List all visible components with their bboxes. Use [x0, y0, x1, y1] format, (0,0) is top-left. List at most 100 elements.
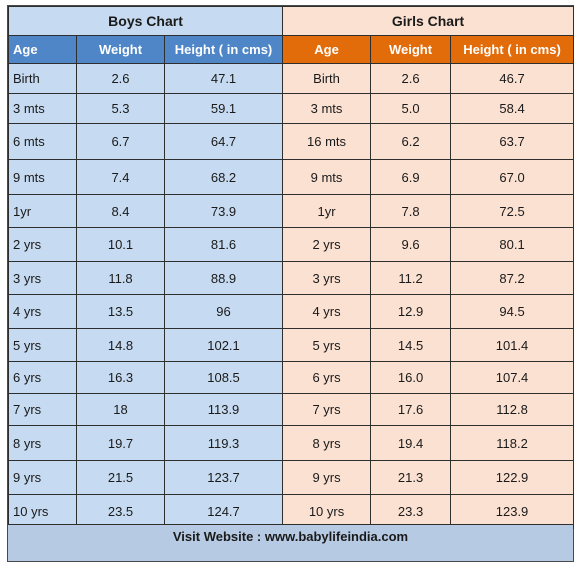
girls-height-cell: 67.0 [450, 159, 575, 195]
girls-weight-cell: 7.8 [370, 194, 452, 228]
boys-chart-title: Boys Chart [7, 6, 284, 36]
table-row: 7 yrs 18 113.9 7 yrs 17.6 112.8 [8, 393, 575, 426]
boys-age-cell: 3 mts [8, 93, 77, 124]
boys-weight-header: Weight [76, 35, 165, 64]
boys-height-cell: 113.9 [163, 393, 284, 426]
boys-age-cell: Birth [8, 63, 77, 94]
girls-height-cell: 63.7 [450, 123, 575, 160]
girls-height-header: Height ( in cms) [450, 35, 575, 64]
chart-title-row: Boys Chart Girls Chart [7, 6, 575, 36]
girls-weight-cell: 6.2 [370, 123, 452, 160]
girls-height-cell: 112.8 [450, 393, 575, 426]
girls-chart-title: Girls Chart [282, 6, 575, 36]
boys-height-cell: 108.5 [163, 361, 284, 394]
girls-age-cell: 3 mts [282, 93, 372, 124]
boys-height-header: Height ( in cms) [163, 35, 284, 64]
girls-age-cell: 16 mts [282, 123, 372, 160]
girls-age-cell: Birth [282, 63, 372, 94]
boys-weight-cell: 5.3 [76, 93, 165, 124]
girls-height-cell: 80.1 [450, 227, 575, 262]
boys-age-cell: 5 yrs [8, 328, 77, 362]
table-row: 10 yrs 23.5 124.7 10 yrs 23.3 123.9 [8, 494, 575, 529]
table-row: 4 yrs 13.5 96 4 yrs 12.9 94.5 [8, 294, 575, 329]
girls-age-cell: 6 yrs [282, 361, 372, 394]
table-row: 3 mts 5.3 59.1 3 mts 5.0 58.4 [8, 93, 575, 124]
table-row: 1yr 8.4 73.9 1yr 7.8 72.5 [8, 194, 575, 228]
boys-age-cell: 6 mts [8, 123, 77, 160]
boys-height-cell: 81.6 [163, 227, 284, 262]
girls-weight-cell: 2.6 [370, 63, 452, 94]
girls-weight-cell: 21.3 [370, 460, 452, 495]
girls-age-cell: 1yr [282, 194, 372, 228]
girls-height-cell: 123.9 [450, 494, 575, 529]
girls-height-cell: 87.2 [450, 261, 575, 295]
chart-body: Birth 2.6 47.1 Birth 2.6 46.7 3 mts 5.3 59.1 3 mt… [8, 63, 575, 529]
boys-height-cell: 123.7 [163, 460, 284, 495]
boys-weight-cell: 2.6 [76, 63, 165, 94]
boys-age-cell: 8 yrs [8, 425, 77, 461]
boys-height-cell: 47.1 [163, 63, 284, 94]
girls-weight-cell: 6.9 [370, 159, 452, 195]
boys-age-cell: 6 yrs [8, 361, 77, 394]
girls-weight-cell: 11.2 [370, 261, 452, 295]
girls-weight-cell: 23.3 [370, 494, 452, 529]
boys-weight-cell: 11.8 [76, 261, 165, 295]
boys-weight-cell: 8.4 [76, 194, 165, 228]
girls-weight-cell: 14.5 [370, 328, 452, 362]
table-row: 2 yrs 10.1 81.6 2 yrs 9.6 80.1 [8, 227, 575, 262]
girls-age-header: Age [282, 35, 372, 64]
girls-height-cell: 46.7 [450, 63, 575, 94]
girls-height-cell: 58.4 [450, 93, 575, 124]
boys-weight-cell: 18 [76, 393, 165, 426]
boys-weight-cell: 13.5 [76, 294, 165, 329]
boys-weight-cell: 7.4 [76, 159, 165, 195]
table-row: Birth 2.6 47.1 Birth 2.6 46.7 [8, 63, 575, 94]
boys-height-cell: 119.3 [163, 425, 284, 461]
boys-height-cell: 96 [163, 294, 284, 329]
boys-weight-cell: 14.8 [76, 328, 165, 362]
boys-age-cell: 4 yrs [8, 294, 77, 329]
boys-age-cell: 10 yrs [8, 494, 77, 529]
boys-height-cell: 88.9 [163, 261, 284, 295]
girls-height-cell: 72.5 [450, 194, 575, 228]
girls-weight-cell: 9.6 [370, 227, 452, 262]
girls-weight-cell: 19.4 [370, 425, 452, 461]
boys-age-cell: 1yr [8, 194, 77, 228]
column-header-row: Age Weight Height ( in cms) Age Weight H… [8, 35, 575, 64]
boys-weight-cell: 16.3 [76, 361, 165, 394]
girls-age-cell: 3 yrs [282, 261, 372, 295]
boys-height-cell: 68.2 [163, 159, 284, 195]
table-row: 9 yrs 21.5 123.7 9 yrs 21.3 122.9 [8, 460, 575, 495]
table-row: 5 yrs 14.8 102.1 5 yrs 14.5 101.4 [8, 328, 575, 362]
boys-age-cell: 9 yrs [8, 460, 77, 495]
boys-weight-cell: 21.5 [76, 460, 165, 495]
girls-weight-header: Weight [370, 35, 452, 64]
girls-weight-cell: 5.0 [370, 93, 452, 124]
growth-chart-table: Boys Chart Girls Chart Age Weight Height… [7, 6, 575, 529]
girls-age-cell: 7 yrs [282, 393, 372, 426]
girls-age-cell: 4 yrs [282, 294, 372, 329]
boys-age-cell: 3 yrs [8, 261, 77, 295]
boys-age-cell: 7 yrs [8, 393, 77, 426]
girls-height-cell: 101.4 [450, 328, 575, 362]
boys-age-cell: 9 mts [8, 159, 77, 195]
boys-height-cell: 102.1 [163, 328, 284, 362]
girls-height-cell: 118.2 [450, 425, 575, 461]
boys-height-cell: 64.7 [163, 123, 284, 160]
girls-age-cell: 9 yrs [282, 460, 372, 495]
boys-weight-cell: 6.7 [76, 123, 165, 160]
table-row: 6 mts 6.7 64.7 16 mts 6.2 63.7 [8, 123, 575, 160]
girls-weight-cell: 17.6 [370, 393, 452, 426]
boys-height-cell: 73.9 [163, 194, 284, 228]
growth-chart-grid: Boys Chart Girls Chart Age Weight Height… [7, 6, 575, 529]
girls-weight-cell: 12.9 [370, 294, 452, 329]
table-row: 6 yrs 16.3 108.5 6 yrs 16.0 107.4 [8, 361, 575, 394]
table-row: 8 yrs 19.7 119.3 8 yrs 19.4 118.2 [8, 425, 575, 461]
girls-age-cell: 5 yrs [282, 328, 372, 362]
boys-weight-cell: 19.7 [76, 425, 165, 461]
girls-age-cell: 2 yrs [282, 227, 372, 262]
growth-chart-sheet: Boys Chart Girls Chart Age Weight Height… [7, 5, 575, 562]
girls-height-cell: 94.5 [450, 294, 575, 329]
girls-age-cell: 9 mts [282, 159, 372, 195]
table-row: 3 yrs 11.8 88.9 3 yrs 11.2 87.2 [8, 261, 575, 295]
